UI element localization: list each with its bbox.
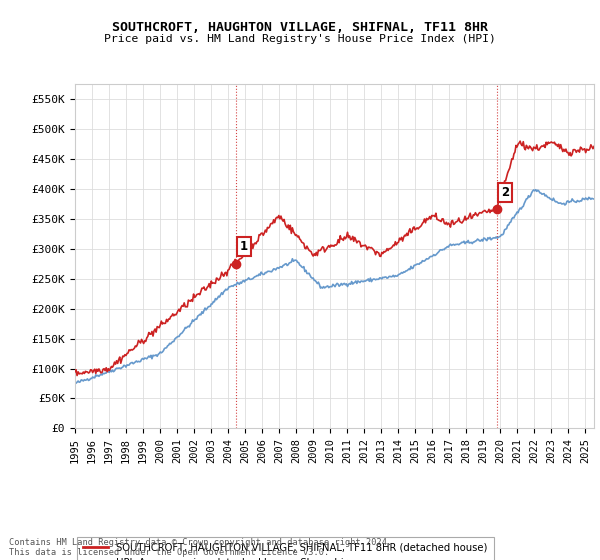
- Text: 2: 2: [501, 185, 509, 199]
- Legend: SOUTHCROFT, HAUGHTON VILLAGE, SHIFNAL, TF11 8HR (detached house), HPI: Average p: SOUTHCROFT, HAUGHTON VILLAGE, SHIFNAL, T…: [77, 536, 494, 560]
- Text: Price paid vs. HM Land Registry's House Price Index (HPI): Price paid vs. HM Land Registry's House …: [104, 34, 496, 44]
- Text: 1: 1: [240, 240, 248, 253]
- Text: SOUTHCROFT, HAUGHTON VILLAGE, SHIFNAL, TF11 8HR: SOUTHCROFT, HAUGHTON VILLAGE, SHIFNAL, T…: [112, 21, 488, 34]
- Text: Contains HM Land Registry data © Crown copyright and database right 2024.
This d: Contains HM Land Registry data © Crown c…: [9, 538, 392, 557]
